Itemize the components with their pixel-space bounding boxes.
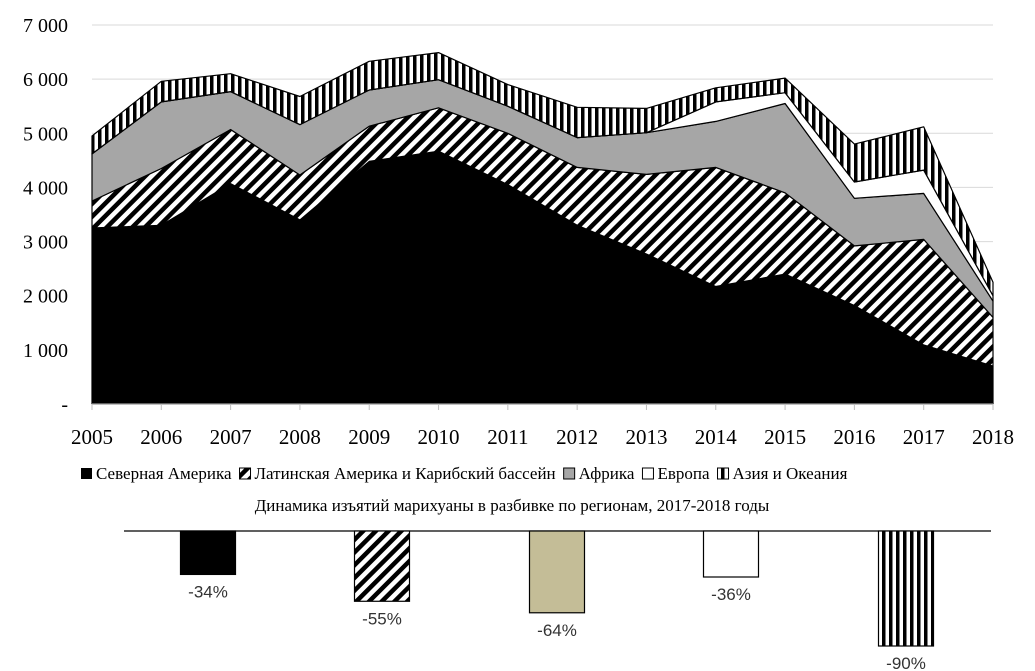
change-bar-europe (702, 530, 760, 578)
area-series-asia-oceania (91, 52, 994, 297)
change-bar-latin-america (353, 530, 411, 602)
legend: Северная Америка Латинская Америка и Кари… (81, 464, 848, 483)
x-tick-label: 2013 (625, 425, 667, 449)
change-bar-africa (528, 530, 586, 614)
x-tick-label: 2014 (695, 425, 738, 449)
x-tick-label: 2016 (833, 425, 875, 449)
legend-item-latin-america: Латинская Америка и Карибский бассейн (239, 464, 556, 483)
y-tick-label: 3 000 (23, 232, 68, 254)
legend-swatch (641, 467, 654, 480)
change-chart-title: Динамика изъятий марихуаны в разбивке по… (255, 496, 770, 515)
y-axis-ticks: - 1 000 2 000 3 000 4 000 5 000 6 000 7 000 (23, 15, 68, 416)
x-tick-label: 2008 (279, 425, 321, 449)
legend-swatch (717, 467, 730, 480)
y-tick-label: - (61, 394, 68, 416)
legend-label: Латинская Америка и Карибский бассейн (255, 464, 556, 483)
y-tick-label: 5 000 (23, 123, 68, 145)
change-bar-label: -64% (537, 621, 577, 640)
stacked-area-chart (91, 52, 994, 405)
x-tick-label: 2007 (210, 425, 252, 449)
change-bar-chart: -34% -55% -64% -36% -90% (179, 530, 935, 671)
x-tick-label: 2015 (764, 425, 806, 449)
legend-item-europe: Европа (641, 464, 710, 483)
x-tick-label: 2010 (418, 425, 460, 449)
x-tick-label: 2005 (71, 425, 113, 449)
change-bar-asia-oceania (877, 530, 935, 647)
y-tick-label: 4 000 (23, 177, 68, 199)
x-tick-label: 2017 (903, 425, 945, 449)
y-tick-label: 2 000 (23, 286, 68, 308)
legend-item-asia-oceania: Азия и Океания (717, 464, 848, 483)
legend-label: Северная Америка (96, 464, 232, 483)
x-tick-label: 2006 (140, 425, 182, 449)
legend-label: Азия и Океания (733, 464, 848, 483)
legend-swatch (563, 467, 576, 480)
y-tick-label: 7 000 (23, 15, 68, 37)
change-bar-label: -55% (362, 609, 402, 628)
x-tick-label: 2009 (348, 425, 390, 449)
legend-item-north-america: Северная Америка (81, 464, 232, 483)
x-tick-label: 2011 (487, 425, 528, 449)
x-tick-label: 2018 (972, 425, 1014, 449)
y-tick-label: 1 000 (23, 340, 68, 362)
x-axis-ticks: 2005 2006 2007 2008 2009 2010 2011 2012 2013 2014… (71, 404, 1014, 449)
y-tick-label: 6 000 (23, 69, 68, 91)
change-bar-label: -36% (711, 585, 751, 604)
change-bar-label: -90% (886, 654, 926, 671)
legend-item-africa: Африка (563, 464, 635, 483)
change-bar-north-america (179, 530, 237, 576)
legend-swatch (239, 467, 252, 480)
legend-label: Европа (657, 464, 710, 483)
legend-label: Африка (579, 464, 635, 483)
change-bar-label: -34% (188, 582, 228, 601)
x-tick-label: 2012 (556, 425, 598, 449)
legend-swatch (81, 468, 92, 479)
